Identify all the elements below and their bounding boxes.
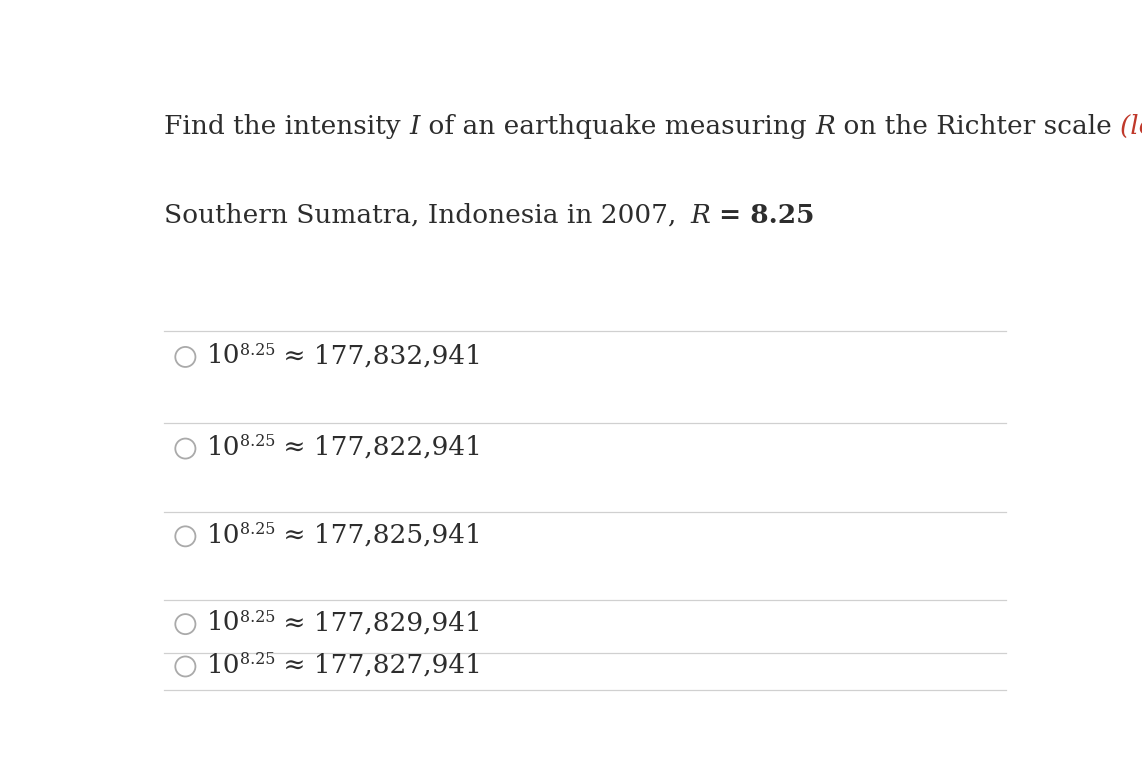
Text: ≈ 177,822,941: ≈ 177,822,941 — [275, 434, 482, 459]
Text: 8.25: 8.25 — [240, 521, 275, 538]
Text: (let I: (let I — [1120, 114, 1142, 139]
Text: 8.25: 8.25 — [240, 651, 275, 668]
Text: 10: 10 — [207, 434, 240, 459]
Text: R: R — [690, 203, 710, 228]
Text: ≈ 177,829,941: ≈ 177,829,941 — [275, 610, 482, 635]
Text: 10: 10 — [207, 343, 240, 368]
Text: R: R — [815, 114, 835, 139]
Text: Find the intensity: Find the intensity — [164, 114, 410, 139]
Text: 8.25: 8.25 — [240, 609, 275, 626]
Text: 10: 10 — [207, 653, 240, 678]
Text: ≈ 177,832,941: ≈ 177,832,941 — [275, 343, 482, 368]
Text: 8.25: 8.25 — [240, 433, 275, 450]
Text: ≈ 177,827,941: ≈ 177,827,941 — [275, 653, 482, 678]
Text: I: I — [410, 114, 420, 139]
Text: = 8.25: = 8.25 — [710, 203, 814, 228]
Text: ≈ 177,825,941: ≈ 177,825,941 — [275, 523, 482, 548]
Text: on the Richter scale: on the Richter scale — [835, 114, 1120, 139]
Text: Southern Sumatra, Indonesia in 2007,: Southern Sumatra, Indonesia in 2007, — [164, 203, 690, 228]
Text: of an earthquake measuring: of an earthquake measuring — [420, 114, 815, 139]
Text: 8.25: 8.25 — [240, 342, 275, 359]
Text: 10: 10 — [207, 523, 240, 548]
Text: 10: 10 — [207, 610, 240, 635]
